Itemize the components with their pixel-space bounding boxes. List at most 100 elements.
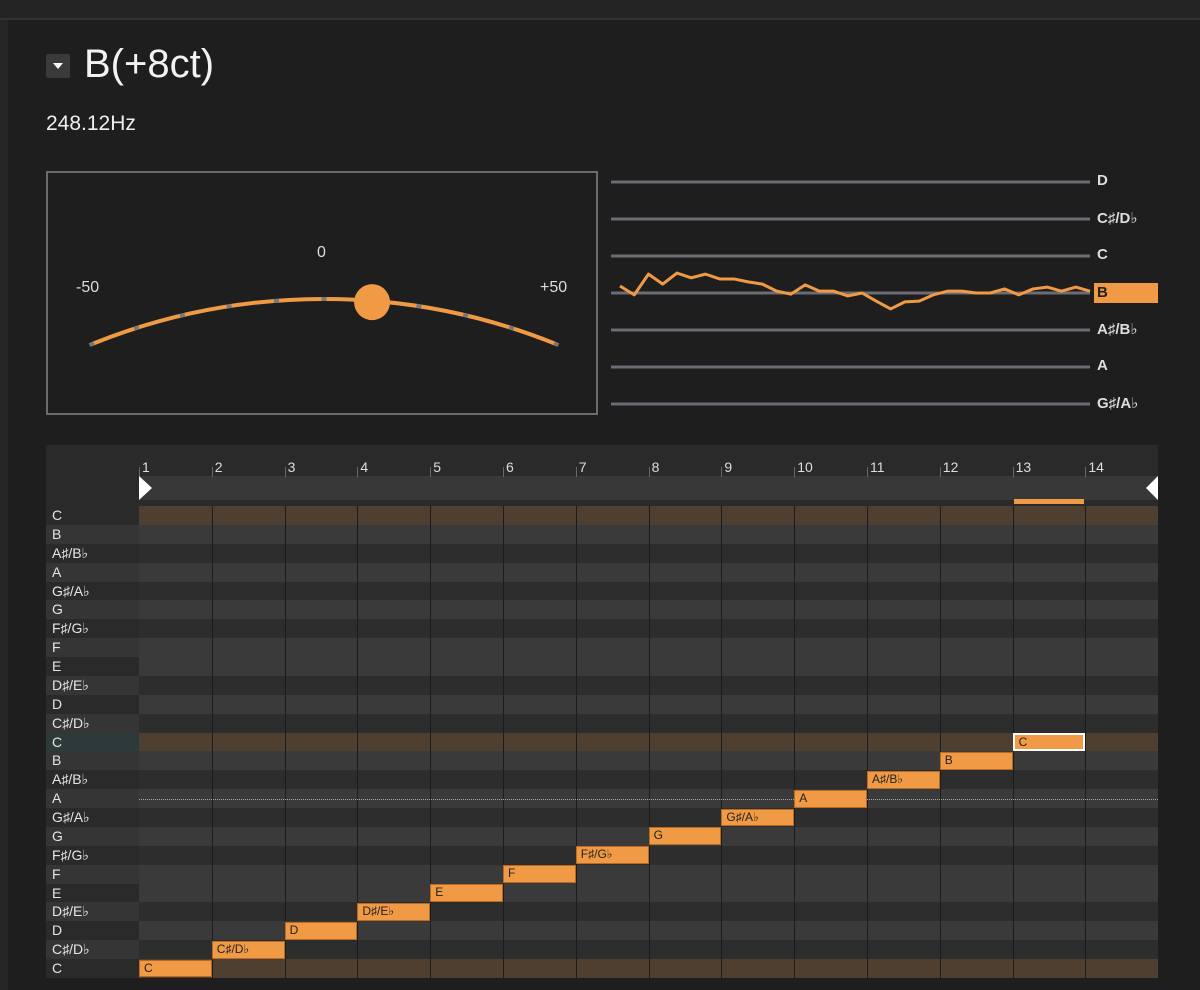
piano-roll[interactable]: C B A♯/B♭ A G♯/A♭ G F♯/G♭ F E D♯/E♭ D C♯/D♭ C B A♯/B♭ A… [46, 445, 1158, 978]
roll-row[interactable] [139, 713, 1158, 733]
roll-row[interactable] [139, 675, 1158, 695]
row-label-bg [46, 562, 139, 582]
meter-tick [508, 325, 515, 331]
ruler-tick [794, 467, 796, 477]
note-block[interactable]: C [1012, 733, 1086, 751]
note-block[interactable]: F [503, 865, 576, 884]
note-block[interactable]: A♯/B♭ [867, 770, 940, 789]
row-label-bg [46, 581, 139, 601]
roll-row[interactable] [139, 921, 1158, 941]
note-block[interactable]: F♯/G♭ [575, 846, 649, 865]
row-label-bg [46, 657, 139, 676]
ruler-tick [1012, 467, 1014, 477]
roll-row[interactable] [139, 826, 1158, 846]
roll-row[interactable] [139, 694, 1158, 714]
ruler-tick [575, 467, 577, 477]
note-block[interactable]: C [139, 959, 212, 978]
roll-row[interactable] [139, 959, 1158, 978]
ruler-tick [648, 467, 650, 477]
ruler-tick [357, 467, 359, 477]
roll-row[interactable] [139, 808, 1158, 827]
staff-label-3: B [1094, 283, 1158, 303]
row-label: D [52, 922, 63, 939]
row-label-bg [46, 789, 139, 809]
column-divider [503, 506, 504, 978]
note-block[interactable]: G [648, 827, 722, 846]
row-label: G♯/A♭ [52, 809, 90, 826]
row-label: C [52, 960, 63, 977]
row-label-bg [46, 732, 139, 752]
row-label-bg [46, 675, 139, 695]
staff-label-5: A [1097, 357, 1108, 374]
row-label: D [52, 695, 63, 712]
ruler-tick [1085, 467, 1087, 477]
note-block[interactable]: E [430, 884, 503, 902]
column-number: 4 [360, 459, 369, 475]
ruler-tick [211, 467, 213, 477]
playhead-bar[interactable] [139, 476, 1158, 500]
roll-row[interactable] [139, 657, 1158, 676]
loop-start-handle[interactable] [139, 476, 152, 500]
note-block[interactable]: B [939, 751, 1013, 770]
ruler-tick [139, 467, 140, 477]
row-label: C♯/D♭ [52, 941, 90, 958]
note-block[interactable]: D [284, 921, 358, 940]
row-label: F [52, 865, 61, 882]
column-divider [357, 506, 359, 978]
meter-center-label: 0 [317, 244, 326, 261]
row-label: F♯/G♭ [52, 846, 89, 863]
column-number: 12 [942, 459, 959, 475]
column-number: 11 [870, 459, 885, 475]
loop-end-handle[interactable] [1146, 476, 1158, 500]
row-label: A♯/B♭ [52, 771, 89, 788]
note-block[interactable]: D♯/E♭ [357, 902, 431, 921]
roll-row[interactable] [139, 619, 1158, 639]
roll-row[interactable] [139, 732, 1158, 752]
roll-row[interactable] [139, 581, 1158, 601]
row-label-bg [46, 921, 139, 941]
roll-row[interactable] [139, 638, 1158, 658]
column-divider [867, 506, 868, 978]
note-block[interactable]: A [794, 789, 867, 808]
column-divider [648, 506, 650, 978]
column-divider [211, 506, 213, 978]
roll-row[interactable] [139, 940, 1158, 960]
ruler-tick [430, 467, 432, 477]
row-label-bg [46, 751, 139, 771]
column-number: 3 [287, 459, 296, 475]
roll-row[interactable] [139, 751, 1158, 771]
meter-tick [416, 303, 422, 309]
row-label-bg [46, 638, 139, 658]
row-label-bg [46, 694, 139, 714]
roll-row[interactable] [139, 883, 1158, 903]
row-label-bg [46, 713, 139, 733]
roll-row[interactable] [139, 524, 1158, 544]
collapse-dropdown-button[interactable] [46, 54, 70, 78]
row-label: G♯/A♭ [52, 582, 90, 599]
top-bar [0, 0, 1200, 20]
note-block[interactable]: G♯/A♭ [721, 808, 795, 827]
roll-row[interactable] [139, 864, 1158, 884]
note-block[interactable]: C♯/D♭ [211, 940, 285, 959]
meter-tick [553, 341, 560, 347]
ruler-tick [503, 467, 504, 477]
row-label: B [52, 525, 62, 542]
row-label-bg [46, 940, 139, 960]
roll-row[interactable] [139, 506, 1158, 525]
row-label: A [52, 563, 62, 580]
row-label-bg [46, 506, 139, 525]
row-label-bg [46, 883, 139, 903]
row-label-bg [46, 524, 139, 544]
ruler-tick [867, 467, 868, 477]
roll-row[interactable] [139, 543, 1158, 563]
row-label: F [52, 639, 61, 656]
column-divider [430, 506, 432, 978]
roll-row[interactable] [139, 600, 1158, 620]
meter-tick [462, 312, 469, 318]
roll-row[interactable] [139, 562, 1158, 582]
meter-tick [226, 303, 232, 309]
current-column-marker [1013, 499, 1085, 504]
staff-label-0: D [1097, 172, 1108, 189]
column-number: 14 [1088, 459, 1104, 475]
column-number: 8 [651, 459, 660, 475]
